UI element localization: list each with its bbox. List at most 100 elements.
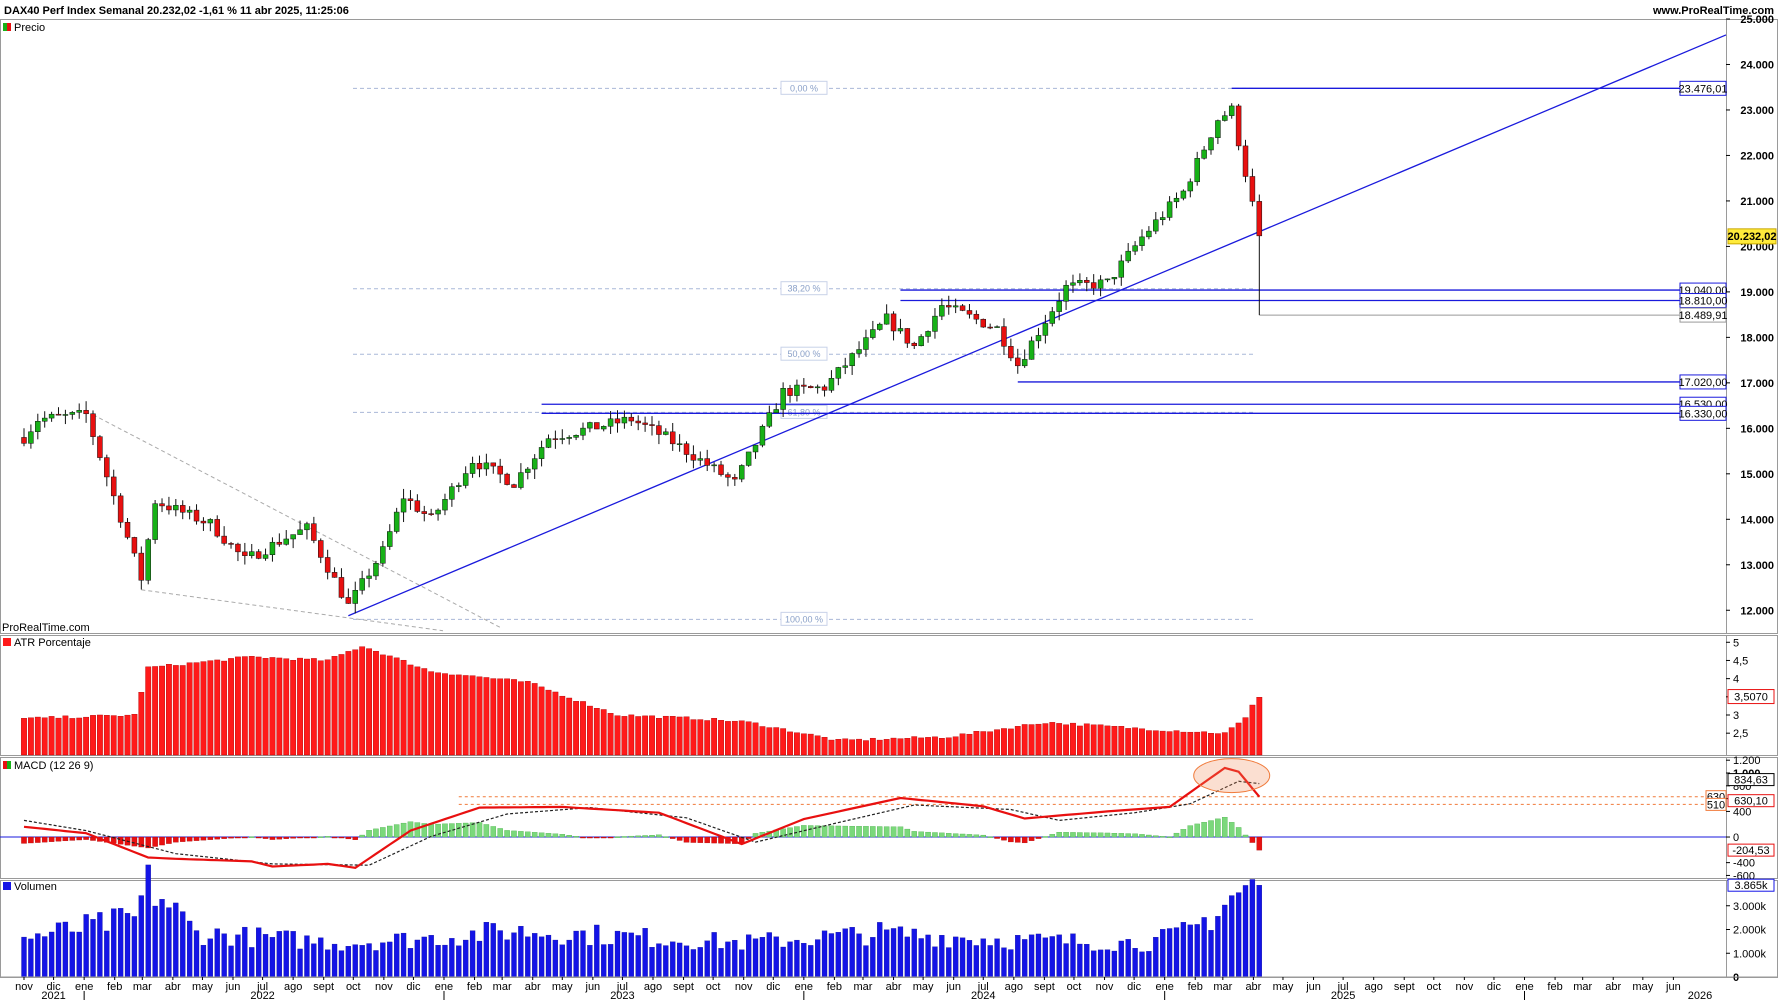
volume-bar bbox=[987, 945, 993, 978]
year-label: 2024 bbox=[971, 990, 995, 1000]
atr-bar bbox=[1201, 731, 1207, 756]
volume-bar bbox=[828, 933, 835, 978]
atr-bar bbox=[21, 718, 27, 756]
macd-legend[interactable]: MACD (12 26 9) bbox=[3, 760, 93, 772]
candle-body bbox=[518, 472, 524, 488]
atr-bar bbox=[973, 731, 980, 756]
volume-bar bbox=[276, 931, 282, 978]
atr-bar bbox=[442, 673, 448, 756]
macd-histogram-bar bbox=[545, 833, 552, 838]
month-label: ago bbox=[1364, 981, 1382, 993]
candle-body bbox=[635, 420, 641, 424]
atr-bar bbox=[1180, 731, 1187, 756]
brand-label[interactable]: www.ProRealTime.com bbox=[1652, 5, 1774, 17]
macd-panel[interactable]: -600-40004006008001.0001.200630510834,63… bbox=[0, 755, 1775, 882]
candle-body bbox=[255, 551, 262, 559]
month-label: jul bbox=[256, 981, 268, 993]
candle-body bbox=[807, 386, 814, 389]
atr-tick-label: 3 bbox=[1733, 710, 1739, 722]
candle-body bbox=[366, 575, 372, 579]
volume-bar bbox=[331, 943, 338, 978]
macd-histogram-bar bbox=[283, 836, 289, 839]
candle-body bbox=[932, 315, 938, 332]
volume-bar bbox=[186, 920, 193, 978]
macd-histogram-bar bbox=[35, 836, 41, 843]
candle-body bbox=[552, 438, 559, 440]
candle-body bbox=[752, 444, 759, 453]
atr-tick-label: 4,5 bbox=[1733, 655, 1748, 667]
atr-bar bbox=[683, 716, 690, 756]
atr-panel[interactable]: 2,533,544,553,5070 bbox=[21, 637, 1775, 756]
candle-body bbox=[83, 410, 89, 415]
candle-body bbox=[973, 313, 980, 320]
macd-histogram-bar bbox=[83, 836, 89, 840]
atr-bar bbox=[255, 656, 262, 756]
macd-histogram-bar bbox=[1077, 832, 1083, 838]
candle-body bbox=[883, 313, 890, 325]
month-label: may bbox=[552, 981, 573, 993]
price-tick-label: 18.000 bbox=[1740, 332, 1774, 344]
month-label: dic bbox=[1127, 981, 1142, 993]
candle-body bbox=[338, 577, 345, 598]
macd-histogram-bar bbox=[1028, 836, 1035, 841]
atr-bar bbox=[587, 705, 593, 756]
macd-histogram-bar bbox=[490, 826, 497, 838]
volume-bar bbox=[863, 945, 869, 978]
macd-histogram-bar bbox=[497, 828, 503, 838]
volume-bar bbox=[594, 924, 600, 978]
volume-bar bbox=[435, 945, 441, 978]
candle-body bbox=[1042, 323, 1049, 336]
macd-histogram-bar bbox=[28, 836, 34, 844]
macd-histogram-bar bbox=[221, 836, 227, 839]
price-tick-label: 19.000 bbox=[1740, 287, 1774, 299]
candle-body bbox=[738, 465, 745, 480]
atr-bar bbox=[890, 737, 897, 756]
volume-bar bbox=[815, 939, 821, 978]
price-legend[interactable]: Precio bbox=[3, 22, 45, 34]
month-label: abr bbox=[165, 981, 181, 993]
atr-bar bbox=[1090, 724, 1097, 756]
volume-bar bbox=[394, 933, 400, 978]
volume-bar bbox=[338, 950, 345, 978]
month-label: ene bbox=[795, 981, 813, 993]
candle-body bbox=[1235, 105, 1242, 147]
volume-bar bbox=[884, 929, 890, 978]
macd-histogram-bar bbox=[966, 834, 973, 838]
atr-bar bbox=[379, 654, 386, 756]
macd-histogram-bar bbox=[883, 826, 890, 838]
volume-legend[interactable]: Volumen bbox=[3, 881, 57, 893]
price-level-label: 17.020,00 bbox=[1679, 377, 1728, 389]
volume-bar bbox=[932, 946, 938, 978]
atr-bar bbox=[911, 736, 918, 756]
volume-panel[interactable]: 0 1.000k 2.000k 3.000k 3.865k bbox=[21, 864, 1775, 984]
atr-bar bbox=[849, 739, 856, 756]
candle-body bbox=[1249, 176, 1256, 202]
month-label: feb bbox=[467, 981, 482, 993]
atr-bar bbox=[159, 665, 165, 756]
macd-histogram-bar bbox=[242, 836, 248, 839]
atr-bar bbox=[635, 716, 642, 756]
price-tick-label: 16.000 bbox=[1740, 423, 1774, 435]
volume-bar bbox=[670, 941, 676, 978]
month-label: jun bbox=[225, 981, 241, 993]
atr-legend[interactable]: ATR Porcentaje bbox=[3, 637, 91, 649]
price-panel[interactable]: 12.000 13.000 14.000 15.000 16.000 17.000 18.0… bbox=[21, 14, 1777, 632]
price-tick-label: 12.000 bbox=[1740, 605, 1774, 617]
candle-body bbox=[345, 597, 352, 604]
atr-bar bbox=[932, 736, 938, 756]
candle-body bbox=[483, 462, 490, 470]
macd-histogram-bar bbox=[387, 825, 393, 838]
macd-reference-label: 510 bbox=[1707, 799, 1725, 811]
candle-body bbox=[104, 457, 110, 478]
volume-bar bbox=[1201, 917, 1207, 978]
atr-bar bbox=[856, 738, 862, 756]
atr-bar bbox=[421, 668, 428, 756]
candle-body bbox=[1242, 145, 1249, 177]
macd-histogram-bar bbox=[994, 836, 1000, 839]
volume-bar bbox=[1160, 929, 1166, 978]
macd-histogram-bar bbox=[456, 823, 462, 838]
volume-bar bbox=[1028, 934, 1035, 978]
candle-body bbox=[276, 541, 283, 545]
month-label: nov bbox=[735, 981, 753, 993]
